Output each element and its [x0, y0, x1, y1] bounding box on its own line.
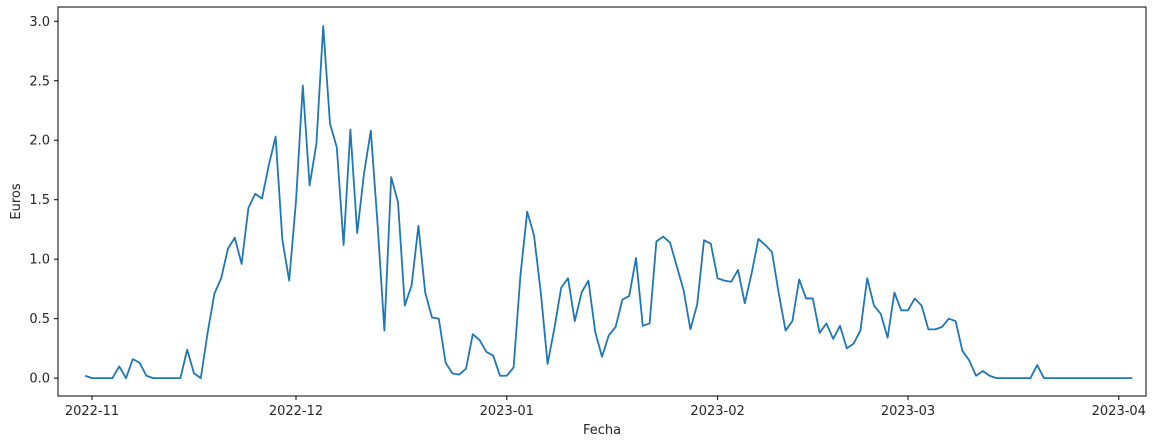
- y-tick-label: 3.0: [29, 15, 50, 30]
- y-axis-label: Euros: [9, 183, 24, 219]
- y-tick-label: 0.5: [29, 312, 50, 327]
- plot-frame: [57, 6, 1147, 397]
- y-tick-label: 1.0: [29, 253, 50, 268]
- x-tick-label: 2022-11: [65, 404, 119, 419]
- y-tick-label: 2.5: [29, 74, 50, 89]
- y-tick-label: 0.0: [29, 372, 50, 387]
- y-tick-label: 2.0: [29, 134, 50, 149]
- x-tick-label: 2023-01: [480, 404, 534, 419]
- x-tick-label: 2023-04: [1092, 404, 1146, 419]
- chart-marks: [84, 25, 1133, 380]
- x-axis-label: Fecha: [583, 423, 621, 438]
- x-tick-label: 2023-02: [690, 404, 744, 419]
- series-line: [84, 25, 1133, 380]
- x-tick-label: 2023-03: [881, 404, 935, 419]
- y-tick-label: 1.5: [29, 193, 50, 208]
- x-axis-ticks: 2022-11 2022-12 2023-01 2023-02 2023-03 2023-…: [65, 396, 1146, 419]
- y-axis-ticks: 0.0 0.5 1.0 1.5 2.0 2.5 3.0: [29, 15, 58, 387]
- x-tick-label: 2022-12: [269, 404, 323, 419]
